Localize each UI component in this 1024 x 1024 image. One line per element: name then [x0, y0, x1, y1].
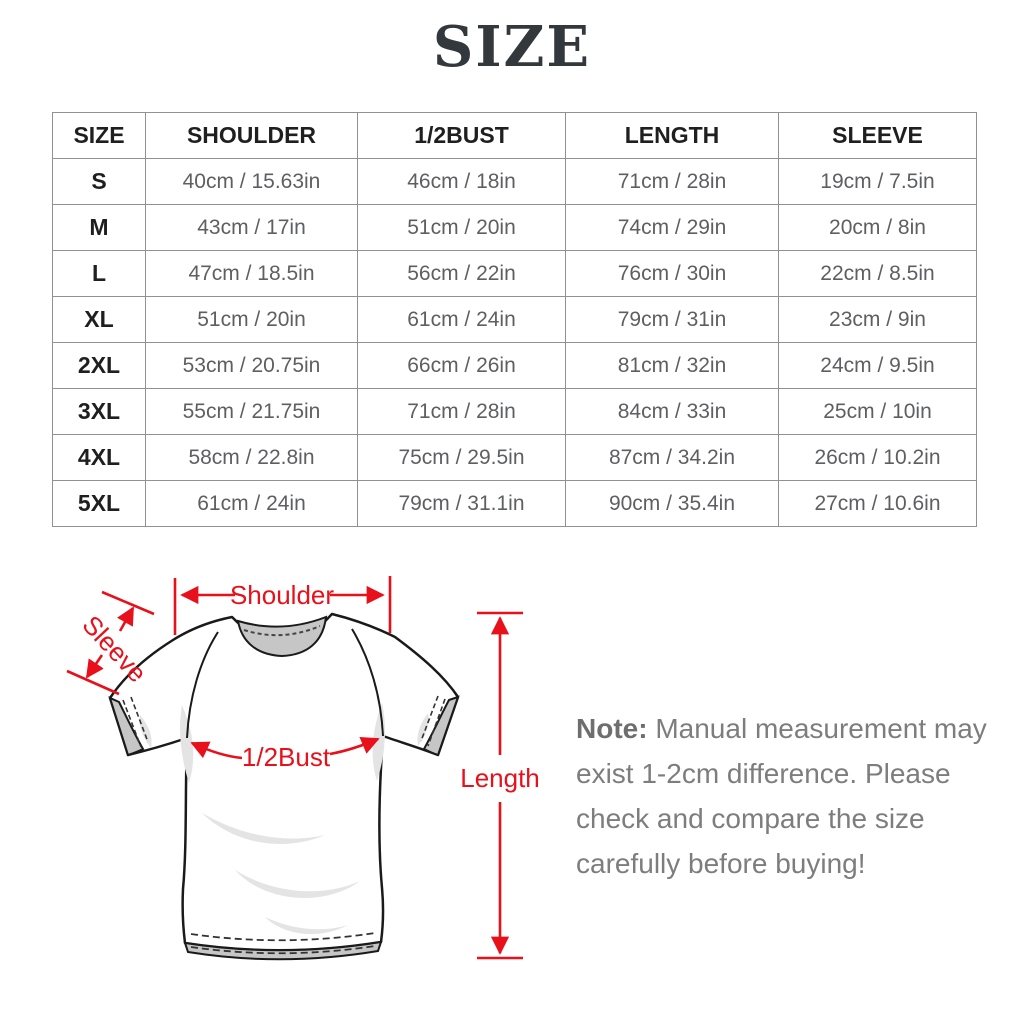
size-table-body: S 40cm / 15.63in 46cm / 18in 71cm / 28in 19c… [52, 158, 977, 527]
size-cell: 2XL [52, 342, 146, 389]
measurement-cell: 27cm / 10.6in [778, 480, 977, 527]
measurement-cell: 66cm / 26in [357, 342, 566, 389]
measurement-cell: 47cm / 18.5in [145, 250, 358, 297]
size-cell: 5XL [52, 480, 146, 527]
measurement-cell: 56cm / 22in [357, 250, 566, 297]
tshirt-measurement-diagram: Shoulder Sleeve 1/2Bust Length [66, 576, 540, 961]
size-cell: 4XL [52, 434, 146, 481]
measurement-cell: 84cm / 33in [565, 388, 779, 435]
column-header: SIZE [52, 112, 146, 159]
measurement-cell: 19cm / 7.5in [778, 158, 977, 205]
header-row: SIZE SHOULDER 1/2BUST LENGTH SLEEVE [52, 112, 977, 159]
measurement-cell: 51cm / 20in [357, 204, 566, 251]
size-cell: S [52, 158, 146, 205]
measurement-cell: 61cm / 24in [357, 296, 566, 343]
measurement-cell: 74cm / 29in [565, 204, 779, 251]
measurement-cell: 40cm / 15.63in [145, 158, 358, 205]
table-row: L 47cm / 18.5in 56cm / 22in 76cm / 30in 22cm… [52, 250, 977, 297]
table-row: M 43cm / 17in 51cm / 20in 74cm / 29in 20cm /… [52, 204, 977, 251]
measurement-cell: 46cm / 18in [357, 158, 566, 205]
note-label: Note: [576, 713, 648, 744]
size-cell: M [52, 204, 146, 251]
size-table: SIZE SHOULDER 1/2BUST LENGTH SLEEVE S 40cm / … [52, 112, 977, 527]
measurement-cell: 79cm / 31in [565, 296, 779, 343]
size-cell: 3XL [52, 388, 146, 435]
measurement-cell: 71cm / 28in [357, 388, 566, 435]
shoulder-label: Shoulder [230, 580, 334, 610]
collar-inner [236, 615, 328, 658]
measurement-cell: 26cm / 10.2in [778, 434, 977, 481]
bust-label: 1/2Bust [242, 742, 331, 772]
left-cuff [108, 696, 145, 757]
measurement-cell: 61cm / 24in [145, 480, 358, 527]
measurement-cell: 43cm / 17in [145, 204, 358, 251]
measurement-cell: 79cm / 31.1in [357, 480, 566, 527]
measurement-cell: 75cm / 29.5in [357, 434, 566, 481]
column-header: LENGTH [565, 112, 779, 159]
length-label: Length [460, 763, 540, 793]
hem-band [183, 940, 383, 961]
table-row: S 40cm / 15.63in 46cm / 18in 71cm / 28in 19c… [52, 158, 977, 205]
measurement-cell: 90cm / 35.4in [565, 480, 779, 527]
measurement-cell: 76cm / 30in [565, 250, 779, 297]
table-row: 2XL 53cm / 20.75in 66cm / 26in 81cm / 32in 2… [52, 342, 977, 389]
measurement-cell: 71cm / 28in [565, 158, 779, 205]
tshirt-drawing [108, 612, 460, 961]
measurement-cell: 55cm / 21.75in [145, 388, 358, 435]
measurement-cell: 20cm / 8in [778, 204, 977, 251]
column-header: 1/2BUST [357, 112, 566, 159]
table-row: 5XL 61cm / 24in 79cm / 31.1in 90cm / 35.4in… [52, 480, 977, 527]
size-cell: L [52, 250, 146, 297]
table-row: XL 51cm / 20in 61cm / 24in 79cm / 31in 23cm … [52, 296, 977, 343]
right-cuff [422, 695, 460, 757]
size-table-header: SIZE SHOULDER 1/2BUST LENGTH SLEEVE [52, 112, 977, 159]
column-header: SHOULDER [145, 112, 358, 159]
measurement-annotations [66, 576, 523, 960]
measurement-cell: 24cm / 9.5in [778, 342, 977, 389]
size-cell: XL [52, 296, 146, 343]
measurement-cell: 23cm / 9in [778, 296, 977, 343]
page-title: SIZE [432, 14, 592, 80]
measurement-cell: 25cm / 10in [778, 388, 977, 435]
column-header: SLEEVE [778, 112, 977, 159]
measurement-cell: 22cm / 8.5in [778, 250, 977, 297]
measurement-cell: 53cm / 20.75in [145, 342, 358, 389]
table-row: 4XL 58cm / 22.8in 75cm / 29.5in 87cm / 34.2… [52, 434, 977, 481]
note-text: Manual measurement may exist 1-2cm diffe… [576, 713, 987, 879]
measurement-cell: 81cm / 32in [565, 342, 779, 389]
measurement-cell: 51cm / 20in [145, 296, 358, 343]
table-row: 3XL 55cm / 21.75in 71cm / 28in 84cm / 33in 2… [52, 388, 977, 435]
measurement-note: Note: Manual measurement may exist 1-2cm… [576, 706, 988, 886]
measurement-cell: 87cm / 34.2in [565, 434, 779, 481]
measurement-cell: 58cm / 22.8in [145, 434, 358, 481]
